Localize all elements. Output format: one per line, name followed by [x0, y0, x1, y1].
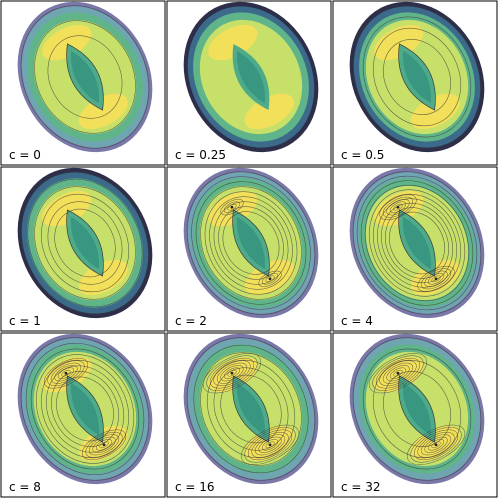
density-blob	[183, 333, 319, 485]
panel-label: c = 1	[9, 314, 41, 328]
panel-5: c = 2	[166, 166, 332, 332]
panel-label: c = 8	[9, 480, 41, 494]
panel-3: c = 0.5	[332, 0, 498, 166]
density-blob	[17, 333, 153, 485]
panel-label: c = 32	[341, 480, 381, 494]
panel-label: c = 4	[341, 314, 373, 328]
panel-label: c = 16	[175, 480, 215, 494]
density-blob	[183, 1, 319, 153]
panel-7: c = 8	[0, 332, 166, 498]
density-blob	[17, 167, 153, 319]
panel-9: c = 32	[332, 332, 498, 498]
panel-8: c = 16	[166, 332, 332, 498]
panel-2: c = 0.25	[166, 0, 332, 166]
density-blob	[183, 167, 319, 319]
density-blob	[349, 1, 485, 153]
density-blob	[349, 167, 485, 319]
panel-1: c = 0	[0, 0, 166, 166]
panel-label: c = 2	[175, 314, 207, 328]
panel-label: c = 0.25	[175, 148, 226, 162]
panel-4: c = 1	[0, 166, 166, 332]
density-blob	[17, 1, 153, 153]
panel-6: c = 4	[332, 166, 498, 332]
density-blob	[349, 333, 485, 485]
panel-label: c = 0	[9, 148, 41, 162]
panel-label: c = 0.5	[341, 148, 384, 162]
